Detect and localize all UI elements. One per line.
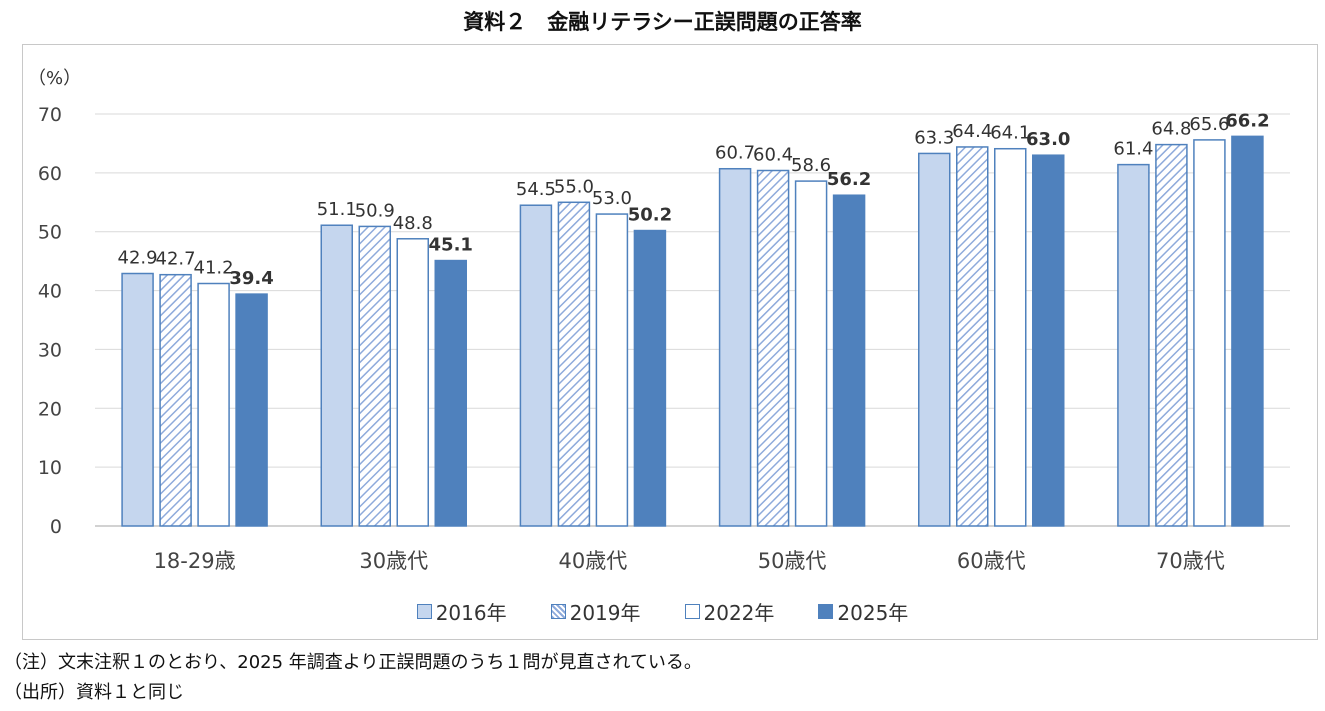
bar-2025年 [434, 259, 467, 527]
legend-item: 2025年 [818, 597, 908, 626]
bar-2025年 [1231, 135, 1264, 527]
bar-2016年 [519, 204, 553, 527]
data-label: 61.4 [1113, 139, 1153, 160]
legend-label: 2025年 [837, 601, 909, 625]
source-note: （出所）資料１と同じ [4, 682, 184, 703]
legend: 2016年 2019年 2022年 2025年 [0, 597, 1325, 626]
y-tick-label: 50 [38, 222, 62, 244]
y-tick-label: 0 [50, 516, 62, 538]
bar-2025年 [235, 293, 268, 527]
legend-swatch [818, 604, 834, 619]
y-tick-label: 10 [38, 457, 62, 479]
chart-frame [22, 44, 1318, 640]
notes: （注）文末注釈１のとおり、2025 年調査より正誤問題のうち１問が見直されている… [4, 648, 702, 708]
data-label: 64.8 [1151, 119, 1191, 140]
data-label: 65.6 [1189, 114, 1229, 135]
data-label: 64.4 [952, 121, 992, 142]
bar-2025年 [1032, 154, 1065, 527]
data-label: 56.2 [827, 169, 871, 190]
data-label: 50.9 [355, 200, 395, 221]
legend-item: 2016年 [416, 597, 507, 626]
data-label: 50.2 [628, 205, 672, 226]
x-tick-label: 18-29歳 [154, 549, 236, 573]
y-tick-label: 40 [38, 281, 62, 303]
bar-2022年 [396, 238, 429, 527]
bar-2022年 [595, 213, 629, 527]
legend-swatch [684, 604, 700, 619]
bar-2016年 [320, 224, 353, 527]
bar-2019年 [358, 225, 391, 527]
bar-2016年 [918, 152, 951, 527]
data-label: 64.1 [990, 123, 1030, 144]
data-label: 42.7 [156, 249, 196, 270]
y-tick-label: 70 [38, 104, 62, 126]
y-tick-label: 20 [38, 398, 62, 420]
x-tick-label: 40歳代 [559, 549, 628, 573]
bar-2019年 [159, 273, 192, 527]
bars: 42.942.741.239.4 51.150.948.845.1 54.555.0… [118, 110, 1270, 527]
data-label: 60.4 [753, 145, 793, 166]
legend-item: 2022年 [684, 597, 775, 626]
bar-2016年 [121, 272, 154, 527]
bar-2022年 [794, 180, 828, 527]
data-label: 51.1 [317, 199, 357, 220]
data-label: 48.8 [393, 213, 433, 234]
legend-label: 2022年 [703, 601, 775, 625]
bar-2019年 [956, 146, 989, 527]
x-axis: 18-29歳 30歳代 40歳代 50歳代 60歳代 70歳代 [154, 549, 1225, 573]
bar-2019年 [557, 201, 591, 527]
y-tick-label: 60 [38, 163, 62, 185]
legend-label: 2016年 [435, 601, 507, 625]
data-label: 55.0 [554, 176, 594, 197]
x-tick-label: 30歳代 [359, 549, 428, 573]
data-label: 54.5 [516, 179, 556, 200]
data-label: 45.1 [429, 235, 473, 256]
legend-item: 2019年 [550, 597, 641, 626]
legend-swatch [550, 604, 566, 619]
bar-2019年 [756, 169, 790, 527]
x-tick-label: 70歳代 [1156, 549, 1225, 573]
y-tick-label: 30 [38, 339, 62, 361]
footnote: （注）文末注釈１のとおり、2025 年調査より正誤問題のうち１問が見直されている… [4, 652, 702, 673]
x-tick-label: 60歳代 [957, 549, 1026, 573]
y-axis-label: （%） [28, 68, 81, 89]
bar-2022年 [994, 147, 1027, 527]
bar-2025年 [832, 194, 866, 527]
data-label: 53.0 [592, 188, 632, 209]
legend-swatch [416, 604, 432, 619]
data-label: 60.7 [715, 143, 755, 164]
data-label: 41.2 [194, 258, 234, 279]
data-label: 42.9 [118, 248, 158, 269]
bar-2016年 [718, 167, 752, 527]
bar-2016年 [1117, 163, 1150, 527]
data-label: 63.3 [914, 127, 954, 148]
bar-2022年 [1193, 139, 1226, 527]
grid-lines [95, 113, 1290, 527]
bar-2025年 [633, 229, 667, 527]
data-label: 39.4 [229, 268, 273, 289]
data-label: 66.2 [1225, 110, 1269, 131]
chart-title: 資料２ 金融リテラシー正誤問題の正答率 [463, 10, 862, 34]
x-tick-label: 50歳代 [758, 549, 827, 573]
bar-2019年 [1155, 143, 1188, 527]
data-label: 63.0 [1026, 129, 1070, 150]
y-axis: （%） 0 10 20 30 40 50 60 70 [28, 68, 81, 538]
bar-2022年 [197, 282, 230, 527]
legend-label: 2019年 [569, 601, 641, 625]
data-label: 58.6 [791, 155, 831, 176]
